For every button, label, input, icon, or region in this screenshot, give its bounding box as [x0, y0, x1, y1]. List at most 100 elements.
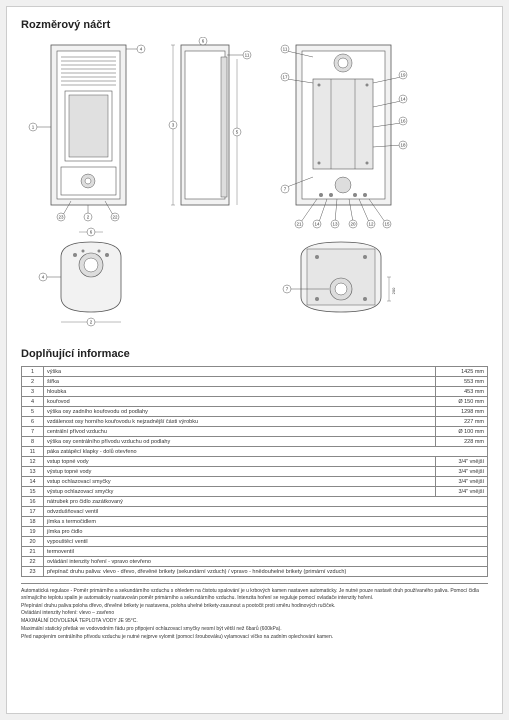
row-num: 21 — [22, 547, 44, 557]
row-label: jímka pro čidlo — [44, 527, 488, 537]
top-view: 2 6 4 — [39, 228, 121, 326]
row-num: 15 — [22, 487, 44, 497]
row-value: 3/4" vnější — [436, 467, 488, 477]
callout: 14 — [400, 97, 406, 102]
callout: 20 — [350, 222, 356, 227]
table-row: 23přepínač druhu paliva: vlevo - dřevo, … — [22, 567, 488, 577]
row-label: výška osy zadního kouřovodu od podlahy — [44, 407, 436, 417]
back-view: 11 17 7 19 14 16 18 21 14 13 20 12 15 — [281, 45, 407, 228]
callout: 23 — [58, 215, 64, 220]
row-label: výška osy centrálního přívodu vzduchu od… — [44, 437, 436, 447]
front-view: 1 2 4 23 22 — [29, 45, 145, 221]
note-line: Automatická regulace - Poměr primárního … — [21, 588, 488, 602]
row-value: 453 mm — [436, 387, 488, 397]
callout: 12 — [368, 222, 374, 227]
row-num: 5 — [22, 407, 44, 417]
row-num: 8 — [22, 437, 44, 447]
row-value: 1425 mm — [436, 367, 488, 377]
row-num: 7 — [22, 427, 44, 437]
row-label: kouřovod — [44, 397, 436, 407]
row-num: 14 — [22, 477, 44, 487]
row-num: 1 — [22, 367, 44, 377]
row-value: 227 mm — [436, 417, 488, 427]
row-label: ovládání intenzity hoření - vpravo otevř… — [44, 557, 488, 567]
table-row: 21termoventil — [22, 547, 488, 557]
table-row: 5výška osy zadního kouřovodu od podlahy1… — [22, 407, 488, 417]
notes-block: Automatická regulace - Poměr primárního … — [21, 583, 488, 640]
row-label: termoventil — [44, 547, 488, 557]
row-label: jímka s termočidlem — [44, 517, 488, 527]
row-label: vypouštěcí ventil — [44, 537, 488, 547]
spec-table: 1výška1425 mm2šířka553 mm3hloubka453 mm4… — [21, 366, 488, 577]
table-row: 1výška1425 mm — [22, 367, 488, 377]
table-row: 16nátrubek pro čidlo zazátkovaný — [22, 497, 488, 507]
row-num: 3 — [22, 387, 44, 397]
table-row: 2šířka553 mm — [22, 377, 488, 387]
callout: 19 — [400, 73, 406, 78]
row-num: 22 — [22, 557, 44, 567]
row-num: 23 — [22, 567, 44, 577]
row-label: výška — [44, 367, 436, 377]
row-label: centrální přívod vzduchu — [44, 427, 436, 437]
note-line: MAXIMÁLNÍ DOVOLENÁ TEPLOTA VODY JE 95°C. — [21, 618, 488, 625]
row-label: páka zatápěcí klapky - dolů otevřeno — [44, 447, 488, 457]
row-num: 16 — [22, 497, 44, 507]
technical-drawing-svg: 1 2 4 23 22 3 5 6 11 — [21, 37, 490, 342]
note-line: Přepínání druhu paliva:poloha dřevo, dře… — [21, 603, 488, 610]
table-row: 20vypouštěcí ventil — [22, 537, 488, 547]
side-view: 3 5 6 11 — [169, 37, 251, 205]
table-row: 15výstup ochlazovací smyčky3/4" vnější — [22, 487, 488, 497]
note-line: Před napojením centrálního přívodu vzduc… — [21, 634, 488, 641]
table-row: 18jímka s termočidlem — [22, 517, 488, 527]
table-row: 12vstup topné vody3/4" vnější — [22, 457, 488, 467]
row-num: 13 — [22, 467, 44, 477]
row-value: 1298 mm — [436, 407, 488, 417]
row-num: 17 — [22, 507, 44, 517]
table-row: 6vzdálenost osy horního kouřovodu k nejz… — [22, 417, 488, 427]
callout: 14 — [314, 222, 320, 227]
row-num: 6 — [22, 417, 44, 427]
drawing-area: 1 2 4 23 22 3 5 6 11 — [21, 37, 488, 342]
note-line: Maximální statický přetlak ve vodovodním… — [21, 626, 488, 633]
row-num: 4 — [22, 397, 44, 407]
bottom-view: 200 7 — [283, 242, 396, 312]
table-row: 4kouřovodØ 150 mm — [22, 397, 488, 407]
row-value: Ø 150 mm — [436, 397, 488, 407]
row-num: 20 — [22, 537, 44, 547]
row-value: 3/4" vnější — [436, 487, 488, 497]
table-row: 22ovládání intenzity hoření - vpravo ote… — [22, 557, 488, 567]
table-row: 8výška osy centrálního přívodu vzduchu o… — [22, 437, 488, 447]
callout: 18 — [400, 143, 406, 148]
row-label: výstup ochlazovací smyčky — [44, 487, 436, 497]
row-label: vstup topné vody — [44, 457, 436, 467]
row-label: přepínač druhu paliva: vlevo - dřevo, dř… — [44, 567, 488, 577]
table-row: 11páka zatápěcí klapky - dolů otevřeno — [22, 447, 488, 457]
row-value: 228 mm — [436, 437, 488, 447]
callout: 21 — [296, 222, 302, 227]
row-label: hloubka — [44, 387, 436, 397]
callout: 15 — [384, 222, 390, 227]
table-row: 7centrální přívod vzduchuØ 100 mm — [22, 427, 488, 437]
row-label: nátrubek pro čidlo zazátkovaný — [44, 497, 488, 507]
callout: 22 — [112, 215, 118, 220]
row-value: 3/4" vnější — [436, 457, 488, 467]
row-num: 2 — [22, 377, 44, 387]
dim-text: 200 — [391, 287, 396, 294]
row-label: odvzdušňovací ventil — [44, 507, 488, 517]
callout: 11 — [245, 53, 250, 58]
table-row: 13výstup topné vody3/4" vnější — [22, 467, 488, 477]
row-value: Ø 100 mm — [436, 427, 488, 437]
note-line: Ovládání intenzity hoření: vlevo – zavře… — [21, 610, 488, 617]
callout: 16 — [400, 119, 406, 124]
row-num: 19 — [22, 527, 44, 537]
table-row: 14vstup ochlazovací smyčky3/4" vnější — [22, 477, 488, 487]
section-title-info: Doplňující informace — [21, 348, 488, 360]
page-root: Rozměrový náčrt — [6, 6, 503, 714]
table-row: 3hloubka453 mm — [22, 387, 488, 397]
row-label: vzdálenost osy horního kouřovodu k nejza… — [44, 417, 436, 427]
row-value: 553 mm — [436, 377, 488, 387]
callout: 17 — [282, 75, 288, 80]
row-label: vstup ochlazovací smyčky — [44, 477, 436, 487]
table-row: 19jímka pro čidlo — [22, 527, 488, 537]
table-row: 17odvzdušňovací ventil — [22, 507, 488, 517]
